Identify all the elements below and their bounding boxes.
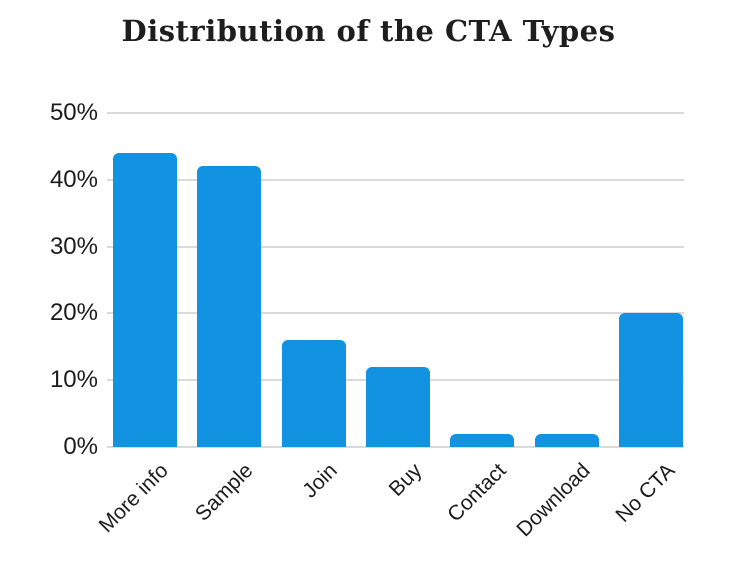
x-axis: More info Sample Join Buy Contact Download No … xyxy=(95,447,684,567)
x-tick-label-contact: Contact xyxy=(443,459,511,527)
y-tick-label-30: 30% xyxy=(49,232,98,260)
y-tick-label-10: 10% xyxy=(49,366,98,394)
gridline-30 xyxy=(107,245,684,248)
gridline-0 xyxy=(107,446,684,448)
x-tick-label-join: Join xyxy=(298,459,342,503)
x-tick-label-buy: Buy xyxy=(384,459,427,501)
bar-contact xyxy=(450,433,515,447)
y-tick-label-50: 50% xyxy=(49,99,98,126)
plot-area xyxy=(107,112,684,448)
bar-more-info xyxy=(113,153,177,447)
gridline-50 xyxy=(107,112,684,114)
bar-buy xyxy=(366,366,430,447)
bar-no-cta xyxy=(619,313,683,447)
gridline-20 xyxy=(107,312,684,315)
bar-sample xyxy=(197,166,262,447)
x-tick-label-download: Download xyxy=(512,459,595,542)
x-tick-label-more-info: More info xyxy=(95,459,174,538)
bar-join xyxy=(281,340,346,447)
bar-download xyxy=(534,433,599,447)
x-tick-label-sample: Sample xyxy=(190,459,258,526)
y-tick-label-40: 40% xyxy=(49,165,98,193)
y-axis: 0% 10% 20% 30% 40% 50% xyxy=(0,101,98,459)
y-tick-label-0: 0% xyxy=(63,433,98,460)
chart-title: Distribution of the CTA Types xyxy=(121,14,616,48)
y-tick-label-20: 20% xyxy=(49,299,98,327)
gridline-40 xyxy=(107,178,684,181)
x-tick-label-no-cta: No CTA xyxy=(611,459,680,527)
